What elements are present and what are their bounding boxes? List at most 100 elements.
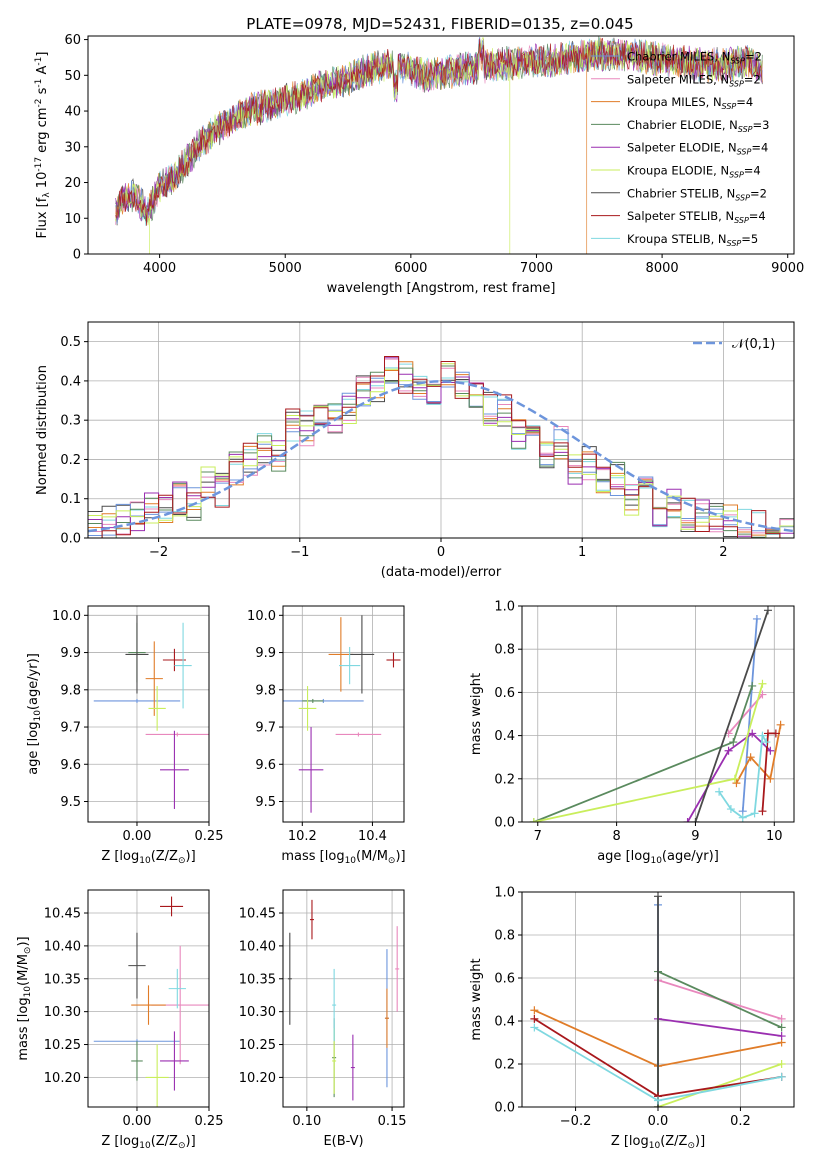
x-tick-label: 1: [578, 545, 586, 560]
weight-marker: [748, 681, 757, 690]
y-tick-label: 20: [64, 176, 81, 191]
weight-marker: [771, 729, 780, 738]
plot-area: [522, 606, 794, 822]
plot-area: [115, 36, 763, 254]
y-tick-label: 10.35: [44, 972, 81, 987]
x-tick-label: 0.25: [195, 1114, 224, 1129]
y-tick-label: 0.2: [60, 453, 81, 468]
weight-line: [735, 724, 782, 784]
x-tick-label: 0.25: [195, 829, 224, 844]
y-tick-label: 0.5: [60, 335, 81, 350]
plot-area: [522, 892, 794, 1107]
weight-marker: [777, 1014, 786, 1023]
weight-line: [718, 732, 768, 819]
x-tick-label: −0.2: [560, 1114, 592, 1129]
x-tick-label: 10.4: [358, 829, 387, 844]
plot-area: [88, 322, 794, 538]
weight-marker: [691, 818, 700, 822]
panel-Z-weight: −0.2 0.0 0.2 0.0 0.2 0.4 0.6 0.8 1.0 Z [log10(Z/Z…: [469, 886, 795, 1151]
y-tick-label: 40: [64, 105, 81, 120]
x-tick-label: 10.2: [288, 829, 317, 844]
y-tick-label: 60: [64, 33, 81, 48]
weight-marker: [763, 729, 772, 738]
y-axis-label: mass [log10(M/M⊙)]: [16, 936, 33, 1060]
spectrum-legend: Chabrier MILES, NSSP=2 Salpeter MILES, NS…: [591, 50, 769, 248]
y-tick-label: 9.7: [60, 721, 81, 736]
axes-frame: [87, 605, 210, 823]
x-axis-label: mass [log10(M/M⊙)]: [281, 849, 405, 866]
weight-marker: [715, 787, 724, 796]
y-tick-label: 10.45: [44, 907, 81, 922]
x-tick-label: 9: [691, 829, 699, 844]
weight-marker: [763, 606, 772, 615]
x-axis-label: wavelength [Angstrom, rest frame]: [327, 281, 556, 296]
weight-marker: [777, 1072, 786, 1081]
y-tick-label: 10: [64, 212, 81, 227]
legend-entry: Salpeter MILES, NSSP=2: [627, 72, 761, 88]
weight-marker: [758, 731, 767, 740]
y-tick-label: 9.6: [255, 758, 276, 773]
x-tick-label: 0.00: [122, 829, 151, 844]
y-axis-label: mass weight: [469, 958, 484, 1040]
y-tick-label: 9.5: [255, 795, 276, 810]
x-tick-label: 0.15: [378, 1114, 407, 1129]
weight-marker: [654, 1096, 662, 1105]
plot-area: [283, 606, 404, 822]
axes-frame: [87, 889, 210, 1108]
x-tick-label: 0.0: [648, 1114, 669, 1129]
x-axis-label: age [log10(age/yr)]: [597, 849, 719, 866]
weight-marker: [730, 774, 739, 783]
legend-entry: Kroupa MILES, NSSP=4: [627, 95, 753, 111]
y-tick-label: 0.0: [494, 816, 515, 831]
y-tick-label: 10.35: [239, 972, 276, 987]
y-tick-label: 0.2: [494, 772, 515, 787]
x-tick-label: 0.00: [122, 1114, 151, 1129]
x-tick-label: −2: [149, 545, 168, 560]
y-tick-label: 0.0: [60, 532, 81, 547]
y-tick-label: 9.9: [60, 646, 81, 661]
axes-frame: [282, 889, 405, 1108]
y-tick-label: 9.7: [255, 721, 276, 736]
x-tick-label: 7000: [520, 261, 553, 276]
weight-marker: [762, 738, 771, 747]
x-tick-label: 8: [612, 829, 620, 844]
weight-marker: [752, 614, 761, 623]
weight-marker: [724, 746, 733, 755]
x-axis-label: (data-model)/error: [381, 565, 502, 580]
legend-entry: Salpeter ELODIE, NSSP=4: [627, 141, 768, 157]
x-axis-label: E(B-V): [323, 1134, 363, 1149]
y-tick-label: 0: [73, 248, 81, 263]
y-tick-label: 10.0: [247, 609, 276, 624]
weight-line: [657, 1018, 782, 1037]
weight-marker: [750, 809, 759, 818]
weight-marker: [530, 1014, 539, 1023]
legend-entry: Kroupa STELIB, NSSP=5: [627, 232, 758, 248]
y-tick-label: 50: [64, 69, 81, 84]
axes-frame: [282, 605, 405, 823]
panel-mass-age: 10.2 10.4 9.5 9.6 9.7 9.8 9.9 10.0 mass [log10(M…: [247, 605, 406, 866]
legend-entry: Chabrier STELIB, NSSP=2: [627, 186, 767, 202]
x-tick-label: 6000: [394, 261, 427, 276]
panel-Z-mass: 0.00 0.25 10.20 10.25 10.30 10.35 10.40 10.45 Z …: [16, 889, 224, 1151]
y-tick-label: 1.0: [494, 600, 515, 615]
y-tick-label: 9.6: [60, 758, 81, 773]
x-axis-label: Z [log10(Z/Z⊙)]: [101, 849, 195, 866]
y-tick-label: 0.4: [494, 729, 515, 744]
y-tick-label: 0.0: [494, 1101, 515, 1116]
x-axis-label: Z [log10(Z/Z⊙)]: [611, 1134, 705, 1151]
x-tick-label: 0.2: [730, 1114, 751, 1129]
y-tick-label: 10.45: [239, 907, 276, 922]
panel-spectrum: 4000 5000 6000 7000 8000 9000 0 10 20 30 40 50 60 wav…: [34, 33, 804, 296]
y-tick-label: 10.25: [44, 1038, 81, 1053]
y-axis-label: mass weight: [469, 673, 484, 755]
y-tick-label: 10.20: [239, 1071, 276, 1086]
y-tick-label: 10.30: [239, 1005, 276, 1020]
y-tick-label: 1.0: [494, 886, 515, 901]
weight-marker: [746, 753, 755, 762]
normal-reference-curve: [88, 380, 794, 533]
legend-entry: 𝒩(0,1): [732, 337, 775, 352]
x-tick-label: 0: [437, 545, 445, 560]
y-tick-label: 10.25: [239, 1038, 276, 1053]
spectrum-line: [115, 37, 763, 226]
